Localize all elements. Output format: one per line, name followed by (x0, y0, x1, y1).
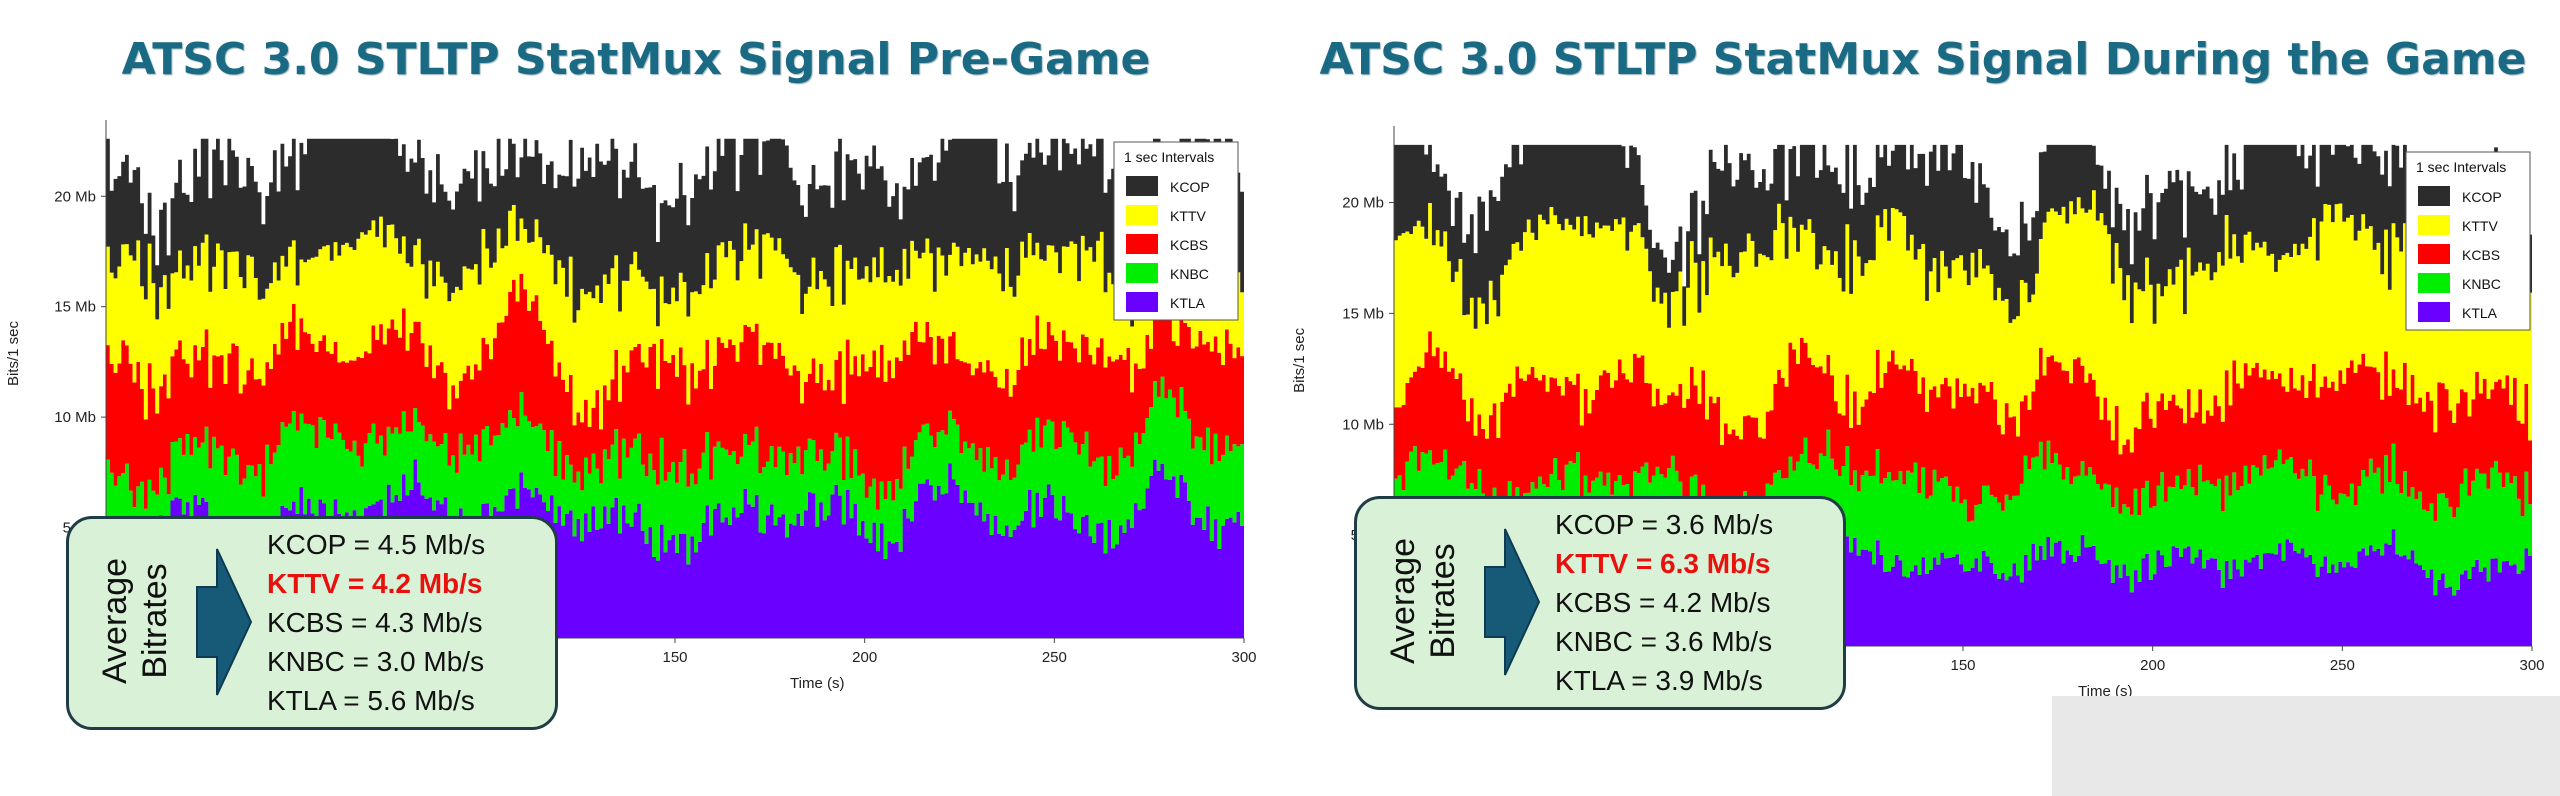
rate-kcbs: KCBS = 4.2 Mb/s (1555, 587, 1771, 618)
average-label: Average (96, 557, 134, 685)
area-series-kttv (1394, 190, 2532, 455)
legend-label-kcbs: KCBS (2462, 247, 2500, 263)
legend-label-ktla: KTLA (2462, 305, 2498, 321)
legend-swatch-ktla (2418, 302, 2450, 322)
left-chart-title: ATSC 3.0 STLTP StatMux Signal Pre-Game (121, 34, 1151, 85)
legend-swatch-kcop (1126, 176, 1158, 196)
legend-swatch-ktla (1126, 292, 1158, 312)
plot-area (106, 138, 1244, 638)
left-rates-list: KCOP = 4.5 Mb/s KTTV = 4.2 Mb/s KCBS = 4… (267, 525, 485, 720)
x-tick-label: 200 (852, 649, 877, 666)
y-tick-label: 15 Mb (54, 299, 96, 316)
legend-swatch-kcbs (2418, 244, 2450, 264)
legend-label-knbc: KNBC (2462, 276, 2501, 292)
right-rates-list: KCOP = 3.6 Mb/s KTTV = 6.3 Mb/s KCBS = 4… (1555, 505, 1773, 700)
y-axis-label: Bits/1 sec (1291, 327, 1308, 393)
y-tick-label: 20 Mb (1342, 195, 1384, 212)
bitrates-label: Bitrates (1424, 543, 1462, 659)
y-tick-label: 15 Mb (1342, 305, 1384, 322)
right-arrow-icon (196, 548, 253, 696)
legend-swatch-knbc (1126, 263, 1158, 283)
rate-kttv: KTTV = 4.2 Mb/s (267, 568, 483, 599)
right-chart-title: ATSC 3.0 STLTP StatMux Signal During the… (1319, 34, 2527, 85)
y-tick-label: 20 Mb (54, 188, 96, 205)
legend: 1 sec Intervals KCOP KTTV KCBS KNBC KTLA (2405, 151, 2531, 331)
average-bitrates-label: Average Bitrates (1383, 521, 1463, 681)
average-bitrates-label: Average Bitrates (95, 541, 175, 701)
x-tick-label: 150 (662, 649, 687, 666)
legend-swatch-kttv (2418, 215, 2450, 235)
x-tick-label: 150 (1950, 657, 1975, 674)
bitrates-label: Bitrates (136, 563, 174, 679)
legend-label-kcop: KCOP (1170, 179, 1210, 195)
legend-label-knbc: KNBC (1170, 266, 1209, 282)
x-axis-label: Time (s) (2078, 683, 2132, 700)
area-series-kcbs (1394, 331, 2532, 527)
legend-title: 1 sec Intervals (2416, 159, 2506, 175)
rate-kttv: KTTV = 6.3 Mb/s (1555, 548, 1771, 579)
legend-swatch-kcop (2418, 186, 2450, 206)
x-tick-label: 250 (1042, 649, 1067, 666)
rate-kcop: KCOP = 3.6 Mb/s (1555, 509, 1774, 540)
legend-label-ktla: KTLA (1170, 295, 1206, 311)
x-axis-label: Time (s) (790, 675, 844, 692)
rate-ktla: KTLA = 3.9 Mb/s (1555, 665, 1763, 696)
x-tick-label: 200 (2140, 657, 2165, 674)
area-series-kcbs (106, 273, 1244, 510)
legend-label-kttv: KTTV (1170, 208, 1206, 224)
legend: 1 sec Intervals KCOP KTTV KCBS KNBC KTLA (1113, 141, 1239, 321)
legend-label-kttv: KTTV (2462, 218, 2498, 234)
y-tick-label: 10 Mb (54, 409, 96, 426)
legend-label-kcbs: KCBS (1170, 237, 1208, 253)
average-label: Average (1384, 537, 1422, 665)
x-tick-label: 300 (1231, 649, 1256, 666)
rate-ktla: KTLA = 5.6 Mb/s (267, 685, 475, 716)
right-average-bitrates-callout: Average Bitrates KCOP = 3.6 Mb/s KTTV = 6… (1354, 496, 1846, 710)
background-panel (2052, 696, 2560, 796)
legend-swatch-kcbs (1126, 234, 1158, 254)
rate-knbc: KNBC = 3.6 Mb/s (1555, 626, 1773, 657)
legend-swatch-knbc (2418, 273, 2450, 293)
area-series-kcop (106, 138, 1244, 327)
legend-label-kcop: KCOP (2462, 189, 2502, 205)
right-arrow-icon (1484, 528, 1541, 676)
area-series-kcop (1394, 144, 2532, 329)
legend-title: 1 sec Intervals (1124, 149, 1214, 165)
rate-kcop: KCOP = 4.5 Mb/s (267, 529, 486, 560)
rate-knbc: KNBC = 3.0 Mb/s (267, 646, 485, 677)
x-tick-label: 250 (2330, 657, 2355, 674)
y-axis-label: Bits/1 sec (5, 321, 22, 387)
left-average-bitrates-callout: Average Bitrates KCOP = 4.5 Mb/s KTTV = 4… (66, 516, 558, 730)
y-tick-label: 10 Mb (1342, 416, 1384, 433)
rate-kcbs: KCBS = 4.3 Mb/s (267, 607, 483, 638)
x-tick-label: 300 (2519, 657, 2544, 674)
legend-swatch-kttv (1126, 205, 1158, 225)
